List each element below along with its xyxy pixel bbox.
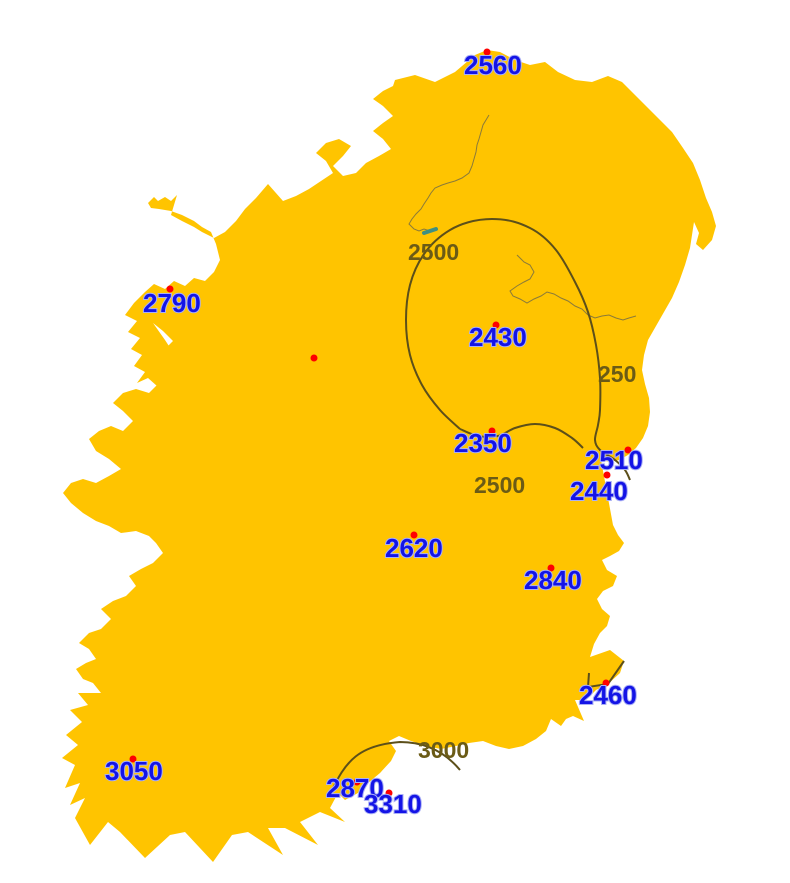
svg-text:2500: 2500 [408,239,459,265]
svg-text:2620: 2620 [385,533,443,563]
svg-text:2460: 2460 [579,680,637,710]
svg-text:250: 250 [598,361,636,387]
svg-text:3000: 3000 [418,737,469,763]
svg-text:2790: 2790 [143,288,201,318]
svg-text:2840: 2840 [524,565,582,595]
svg-text:2560: 2560 [464,50,522,80]
svg-text:3310: 3310 [364,789,422,819]
svg-text:2500: 2500 [474,472,525,498]
svg-text:3050: 3050 [105,756,163,786]
svg-text:2350: 2350 [454,428,512,458]
svg-text:2440: 2440 [570,476,628,506]
svg-text:2430: 2430 [469,322,527,352]
svg-text:2510: 2510 [585,445,643,475]
